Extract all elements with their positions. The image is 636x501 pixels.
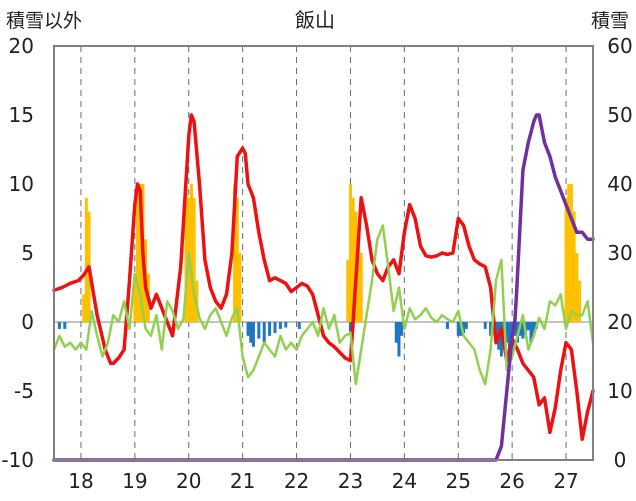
bar [489, 322, 493, 336]
bar [521, 322, 525, 339]
bar [133, 280, 137, 322]
y-left-axis-label: 積雪以外 [6, 10, 82, 32]
bar [483, 322, 487, 329]
bar [507, 322, 511, 357]
bar [273, 322, 277, 334]
bar [567, 184, 571, 322]
bar [445, 322, 449, 329]
x-tick-label: 18 [68, 469, 93, 493]
bar [136, 184, 140, 322]
y-left-tick-label: -5 [14, 379, 34, 403]
bar [184, 184, 188, 322]
bar [394, 322, 398, 343]
bar [138, 184, 142, 322]
bar [526, 322, 530, 331]
x-tick-label: 27 [553, 469, 578, 493]
bar [351, 197, 355, 322]
x-tick-label: 24 [392, 469, 417, 493]
x-tick-label: 21 [230, 469, 255, 493]
bar [357, 239, 361, 322]
bar [505, 322, 509, 343]
y-left-tick-label: 20 [9, 34, 34, 58]
plot-frame [53, 45, 594, 461]
bar [529, 322, 533, 343]
series-line-green [52, 224, 595, 386]
bar [251, 322, 255, 347]
y-left-tick-label: 5 [21, 241, 34, 265]
y-right-tick-label: 20 [607, 310, 632, 334]
x-tick-label: 23 [338, 469, 363, 493]
y-left-tick-label: 0 [21, 310, 34, 334]
bar [572, 211, 576, 322]
y-left-tick-label: 10 [9, 172, 34, 196]
bar [82, 294, 86, 322]
bar [462, 322, 466, 334]
bar [192, 197, 196, 322]
bar [575, 253, 579, 322]
bar [359, 253, 363, 322]
y-right-axis-label: 積雪 [591, 10, 629, 32]
y-right-tick-label: 50 [607, 103, 632, 127]
y-right-tick-label: 60 [607, 34, 632, 58]
bar [235, 197, 239, 322]
chart-title: 飯山 [295, 8, 335, 32]
bar [238, 253, 242, 322]
bar [464, 322, 468, 329]
axes [53, 45, 594, 461]
bar [233, 184, 237, 322]
y-left-tick-label: -10 [1, 448, 34, 472]
y-right-tick-label: 10 [607, 379, 632, 403]
bar [578, 280, 582, 322]
bar [348, 184, 352, 322]
bar [57, 322, 61, 329]
bar [397, 322, 401, 357]
bar [278, 322, 282, 329]
bar [246, 322, 250, 336]
bar [400, 322, 404, 336]
y-right-tick-label: 40 [607, 172, 632, 196]
bar [348, 322, 352, 332]
y-right-tick-label: 0 [614, 448, 627, 472]
grid [54, 46, 593, 460]
bar [249, 322, 253, 343]
bar [257, 322, 261, 339]
bar [532, 322, 536, 336]
bar [268, 322, 272, 336]
x-tick-label: 25 [446, 469, 471, 493]
x-tick-label: 22 [284, 469, 309, 493]
x-tick-label: 19 [122, 469, 147, 493]
bar [63, 322, 67, 329]
bar [564, 197, 568, 322]
bar [346, 259, 350, 322]
bar [456, 322, 460, 336]
x-tick-label: 20 [176, 469, 201, 493]
bar [284, 322, 288, 328]
series-line-red [52, 113, 595, 442]
y-right-tick-label: 30 [607, 241, 632, 265]
bar [569, 184, 573, 322]
bar [499, 322, 503, 357]
bar [84, 197, 88, 322]
bar [297, 322, 301, 329]
y-left-tick-label: 15 [9, 103, 34, 127]
bar [262, 322, 266, 343]
x-tick-label: 26 [499, 469, 524, 493]
bar [189, 184, 193, 322]
